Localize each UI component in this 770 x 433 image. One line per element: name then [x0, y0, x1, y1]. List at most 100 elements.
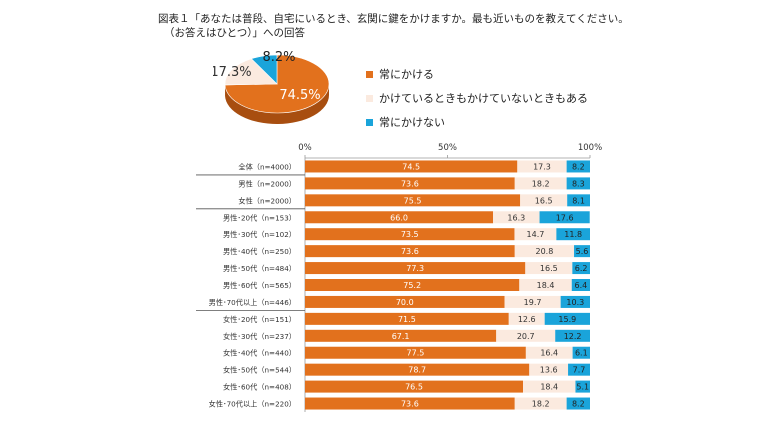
data-label-0-10: 67.1 [392, 332, 410, 341]
bar-segment-0-9 [305, 312, 509, 325]
bar-segment-2-0 [566, 160, 590, 173]
bar-segment-1-6 [525, 262, 573, 275]
data-label-2-13: 5.1 [576, 383, 589, 392]
bar-segment-1-10 [496, 329, 556, 342]
bar-segment-1-8 [504, 295, 561, 308]
data-label-0-14: 73.6 [401, 400, 419, 409]
pie-slice-2 [250, 54, 278, 85]
data-label-2-5: 5.6 [576, 247, 589, 256]
category-label-6: 男性･50代（n=484） [223, 264, 296, 273]
data-label-0-0: 74.5 [402, 162, 420, 171]
data-label-2-14: 8.2 [572, 400, 585, 409]
bar-segment-1-13 [523, 380, 576, 393]
pie-label-1: 17.3% [213, 65, 252, 80]
data-label-2-9: 15.9 [558, 315, 576, 324]
data-label-2-6: 6.2 [575, 264, 588, 273]
data-label-0-8: 70.0 [396, 298, 414, 307]
bar-segment-1-3 [493, 211, 540, 224]
category-label-2: 女性（n=2000） [238, 196, 296, 205]
bar-segment-2-12 [568, 363, 590, 376]
data-label-1-8: 19.7 [524, 298, 542, 307]
bar-segment-1-4 [514, 228, 557, 241]
data-label-2-8: 10.3 [566, 298, 584, 307]
bar-segment-0-13 [305, 380, 524, 393]
data-label-0-1: 73.6 [401, 179, 419, 188]
legend-swatch-sometimes [366, 94, 373, 102]
legend-label-sometimes: かけているときもかけていないときもある [379, 92, 588, 105]
bar-segment-0-1 [305, 177, 515, 190]
bar-segment-2-10 [555, 329, 590, 342]
category-label-7: 男性･60代（n=565） [223, 281, 296, 290]
bar-segment-1-5 [514, 245, 575, 258]
legend: 常にかける かけているときもかけていないときもある 常にかけない [366, 62, 588, 134]
pie-slice-1 [224, 58, 278, 86]
category-label-3: 男性･20代（n=153） [223, 213, 296, 222]
bar-segment-2-7 [571, 279, 590, 291]
bar-segment-0-12 [305, 363, 530, 376]
category-label-0: 全体（n=4000） [238, 162, 296, 171]
data-label-1-4: 14.7 [527, 230, 545, 239]
bar-segment-2-6 [572, 262, 590, 275]
x-tick-label-0: 0% [298, 143, 312, 153]
bar-segment-1-1 [514, 177, 567, 190]
bar-segment-0-10 [305, 329, 497, 342]
data-label-0-2: 75.5 [404, 196, 422, 205]
data-label-1-6: 16.5 [540, 264, 558, 273]
data-label-0-3: 66.0 [390, 213, 408, 222]
category-label-4: 男性･30代（n=102） [223, 230, 296, 239]
bar-segment-2-2 [567, 194, 590, 207]
bar-segment-1-0 [517, 160, 567, 173]
bar-segment-1-2 [520, 194, 568, 207]
bar-segment-0-7 [305, 279, 520, 291]
data-label-1-2: 16.5 [535, 196, 553, 205]
data-label-2-7: 6.4 [575, 281, 588, 290]
data-label-1-10: 20.7 [517, 332, 535, 341]
category-label-8: 男性･70代以上（n=446） [209, 298, 296, 307]
category-label-1: 男性（n=2000） [238, 179, 296, 188]
bar-segment-1-12 [529, 363, 569, 376]
bar-segment-2-3 [539, 211, 590, 224]
data-label-2-3: 17.6 [556, 213, 574, 222]
bar-segment-1-9 [508, 312, 545, 325]
pie-label-0: 74.5% [279, 88, 320, 103]
bar-segment-0-11 [305, 346, 526, 359]
chart-title-line1: 図表１「あなたは普段、自宅にいるとき、玄関に鍵をかけますか。最も近いものを教えて… [158, 13, 629, 25]
data-label-2-12: 7.7 [573, 366, 586, 375]
data-label-2-1: 8.3 [572, 179, 585, 188]
bar-segment-2-11 [572, 346, 590, 359]
data-label-1-9: 12.6 [518, 315, 536, 324]
legend-label-always: 常にかける [379, 68, 434, 81]
data-label-0-6: 77.3 [406, 264, 424, 273]
category-label-12: 女性･50代（n=544） [223, 366, 296, 375]
bar-segment-1-7 [519, 279, 572, 291]
data-label-1-5: 20.8 [535, 247, 553, 256]
legend-item-never: 常にかけない [366, 110, 588, 134]
bar-segment-2-5 [574, 245, 590, 258]
bar-segment-2-9 [544, 312, 590, 325]
chart-title: 図表１「あなたは普段、自宅にいるとき、玄関に鍵をかけますか。最も近いものを教えて… [158, 12, 629, 40]
legend-swatch-never [366, 118, 373, 126]
bar-segment-0-0 [305, 160, 518, 173]
category-label-9: 女性･20代（n=151） [223, 315, 296, 324]
data-label-0-12: 78.7 [408, 366, 426, 375]
bar-segment-0-6 [305, 262, 526, 275]
category-label-13: 女性･60代（n=408） [223, 383, 296, 392]
category-label-5: 男性･40代（n=250） [223, 247, 296, 256]
data-label-2-10: 12.2 [564, 332, 582, 341]
data-label-1-13: 18.4 [540, 383, 558, 392]
bar-segment-0-8 [305, 295, 505, 308]
data-label-1-0: 17.3 [533, 162, 551, 171]
pie-side-0 [225, 84, 329, 125]
x-tick-label-1: 50% [438, 143, 457, 153]
data-label-2-11: 6.1 [575, 349, 588, 358]
category-label-11: 女性･40代（n=440） [223, 349, 296, 358]
data-label-0-5: 73.6 [401, 247, 419, 256]
data-label-0-9: 71.5 [398, 315, 416, 324]
data-label-1-11: 16.4 [540, 349, 558, 358]
data-label-1-7: 18.4 [537, 281, 555, 290]
bar-segment-0-2 [305, 194, 521, 207]
data-label-1-3: 16.3 [507, 213, 525, 222]
category-label-14: 女性･70代以上（n=220） [209, 400, 296, 409]
legend-swatch-always [366, 70, 373, 78]
